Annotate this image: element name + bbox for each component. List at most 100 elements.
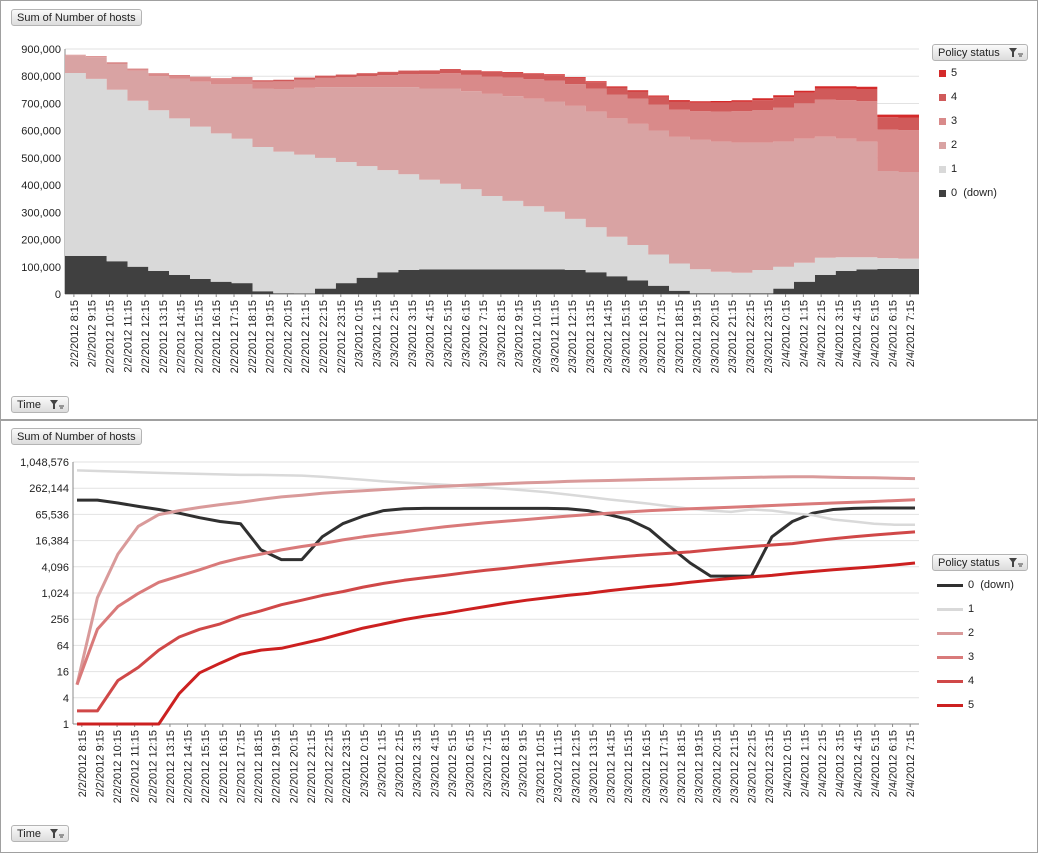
x-tick-label: 2/3/2012 23:15: [763, 300, 775, 373]
x-tick-label: 2/4/2012 4:15: [852, 730, 864, 797]
x-tick-label: 2/2/2012 15:15: [200, 730, 212, 803]
legend-swatch: [939, 166, 946, 173]
x-tick-label: 2/3/2012 6:15: [460, 300, 472, 367]
legend-field-button[interactable]: Policy status: [932, 554, 1028, 571]
y-tick-label: 65,536: [35, 509, 69, 521]
x-tick-label: 2/3/2012 10:15: [531, 300, 543, 373]
x-tick-label: 2/3/2012 4:15: [425, 300, 437, 367]
x-tick-label: 2/4/2012 5:15: [870, 730, 882, 797]
x-tick-label: 2/4/2012 7:15: [905, 730, 917, 797]
legend-item[interactable]: 0 (down): [968, 579, 1014, 591]
x-tick-label: 2/3/2012 19:15: [692, 300, 704, 373]
legend-swatch: [939, 118, 946, 125]
x-tick-label: 2/4/2012 3:15: [835, 730, 847, 797]
legend-item[interactable]: 3: [968, 651, 975, 663]
y-tick-label: 1,048,576: [20, 457, 69, 469]
x-tick-label: 2/2/2012 23:15: [336, 300, 348, 373]
legend-swatch: [937, 656, 963, 659]
y-tick-label: 100,000: [21, 262, 61, 274]
filter-icon: [1009, 558, 1023, 567]
x-tick-label: 2/3/2012 11:15: [553, 730, 565, 803]
x-tick-label: 2/3/2012 8:15: [500, 730, 512, 797]
x-tick-label: 2/4/2012 0:15: [781, 300, 793, 367]
x-tick-label: 2/2/2012 19:15: [271, 730, 283, 803]
legend-item[interactable]: 5: [951, 67, 958, 79]
y-tick-label: 1,024: [41, 588, 69, 600]
y-tick-label: 256: [51, 614, 69, 626]
x-tick-label: 2/4/2012 2:15: [817, 730, 829, 797]
value-field-button[interactable]: Sum of Number of hosts: [11, 428, 142, 445]
legend-item[interactable]: 2: [951, 139, 958, 151]
x-tick-label: 2/3/2012 13:15: [588, 730, 600, 803]
x-tick-label: 2/3/2012 20:15: [711, 730, 723, 803]
x-tick-label: 2/3/2012 11:15: [549, 300, 561, 373]
x-tick-label: 2/3/2012 21:15: [729, 730, 741, 803]
x-tick-label: 2/3/2012 5:15: [447, 730, 459, 797]
x-tick-label: 2/3/2012 14:15: [603, 300, 615, 373]
x-tick-label: 2/2/2012 16:15: [218, 730, 230, 803]
y-tick-label: 16: [57, 667, 69, 679]
legend-item[interactable]: 1: [968, 603, 975, 615]
legend-swatch: [937, 608, 963, 611]
legend-swatch: [939, 94, 946, 101]
legend-swatch: [937, 584, 963, 587]
legend-item[interactable]: 5: [968, 699, 975, 711]
x-tick-label: 2/4/2012 1:15: [798, 300, 810, 367]
x-tick-label: 2/2/2012 16:15: [211, 300, 223, 373]
x-tick-label: 2/2/2012 12:15: [147, 730, 159, 803]
x-tick-label: 2/3/2012 4:15: [429, 730, 441, 797]
y-tick-label: 900,000: [21, 44, 61, 56]
x-tick-label: 2/3/2012 13:15: [585, 300, 597, 373]
x-tick-label: 2/3/2012 7:15: [478, 300, 490, 367]
x-tick-label: 2/3/2012 2:15: [389, 300, 401, 367]
x-tick-label: 2/4/2012 0:15: [782, 730, 794, 797]
value-field-label: Sum of Number of hosts: [17, 431, 136, 443]
x-tick-label: 2/2/2012 17:15: [235, 730, 247, 803]
x-tick-label: 2/3/2012 19:15: [694, 730, 706, 803]
x-tick-label: 2/4/2012 6:15: [887, 300, 899, 367]
legend-swatch: [939, 70, 946, 77]
y-tick-label: 1: [63, 719, 69, 731]
y-tick-label: 200,000: [21, 235, 61, 247]
value-field-label: Sum of Number of hosts: [17, 12, 136, 24]
x-tick-label: 2/2/2012 15:15: [193, 300, 205, 373]
value-field-button[interactable]: Sum of Number of hosts: [11, 9, 142, 26]
x-tick-label: 2/2/2012 10:15: [112, 730, 124, 803]
legend-item[interactable]: 1: [951, 163, 958, 175]
x-tick-label: 2/2/2012 20:15: [282, 300, 294, 373]
x-tick-label: 2/4/2012 5:15: [870, 300, 882, 367]
x-tick-label: 2/2/2012 17:15: [229, 300, 241, 373]
x-tick-label: 2/3/2012 23:15: [764, 730, 776, 803]
y-tick-label: 64: [57, 640, 69, 652]
legend-item[interactable]: 0 (down): [951, 187, 997, 199]
x-tick-label: 2/2/2012 21:15: [306, 730, 318, 803]
x-tick-label: 2/3/2012 2:15: [394, 730, 406, 797]
legend-item[interactable]: 2: [968, 627, 975, 639]
legend-item[interactable]: 3: [951, 115, 958, 127]
x-tick-label: 2/2/2012 9:15: [94, 730, 106, 797]
x-tick-label: 2/3/2012 18:15: [676, 730, 688, 803]
x-tick-label: 2/2/2012 11:15: [130, 730, 142, 803]
legend-item[interactable]: 4: [968, 675, 975, 687]
filter-icon: [50, 400, 64, 409]
legend-field-label: Policy status: [938, 47, 1000, 59]
x-tick-label: 2/2/2012 10:15: [104, 300, 116, 373]
y-tick-label: 400,000: [21, 180, 61, 192]
x-tick-label: 2/3/2012 8:15: [496, 300, 508, 367]
x-tick-label: 2/2/2012 23:15: [341, 730, 353, 803]
legend-field-label: Policy status: [938, 557, 1000, 569]
y-tick-label: 500,000: [21, 153, 61, 165]
x-tick-label: 2/3/2012 15:15: [620, 300, 632, 373]
x-tick-label: 2/3/2012 22:15: [745, 300, 757, 373]
x-tick-label: 2/3/2012 5:15: [443, 300, 455, 367]
legend-item[interactable]: 4: [951, 91, 958, 103]
axis-field-button[interactable]: Time: [11, 396, 69, 413]
axis-field-label: Time: [17, 399, 42, 411]
x-tick-label: 2/3/2012 18:15: [674, 300, 686, 373]
x-tick-label: 2/4/2012 4:15: [852, 300, 864, 367]
x-tick-label: 2/2/2012 8:15: [69, 300, 81, 367]
x-tick-label: 2/2/2012 14:15: [183, 730, 195, 803]
legend-field-button[interactable]: Policy status: [932, 44, 1028, 61]
axis-field-button[interactable]: Time: [11, 825, 69, 842]
area-series: [65, 73, 919, 294]
